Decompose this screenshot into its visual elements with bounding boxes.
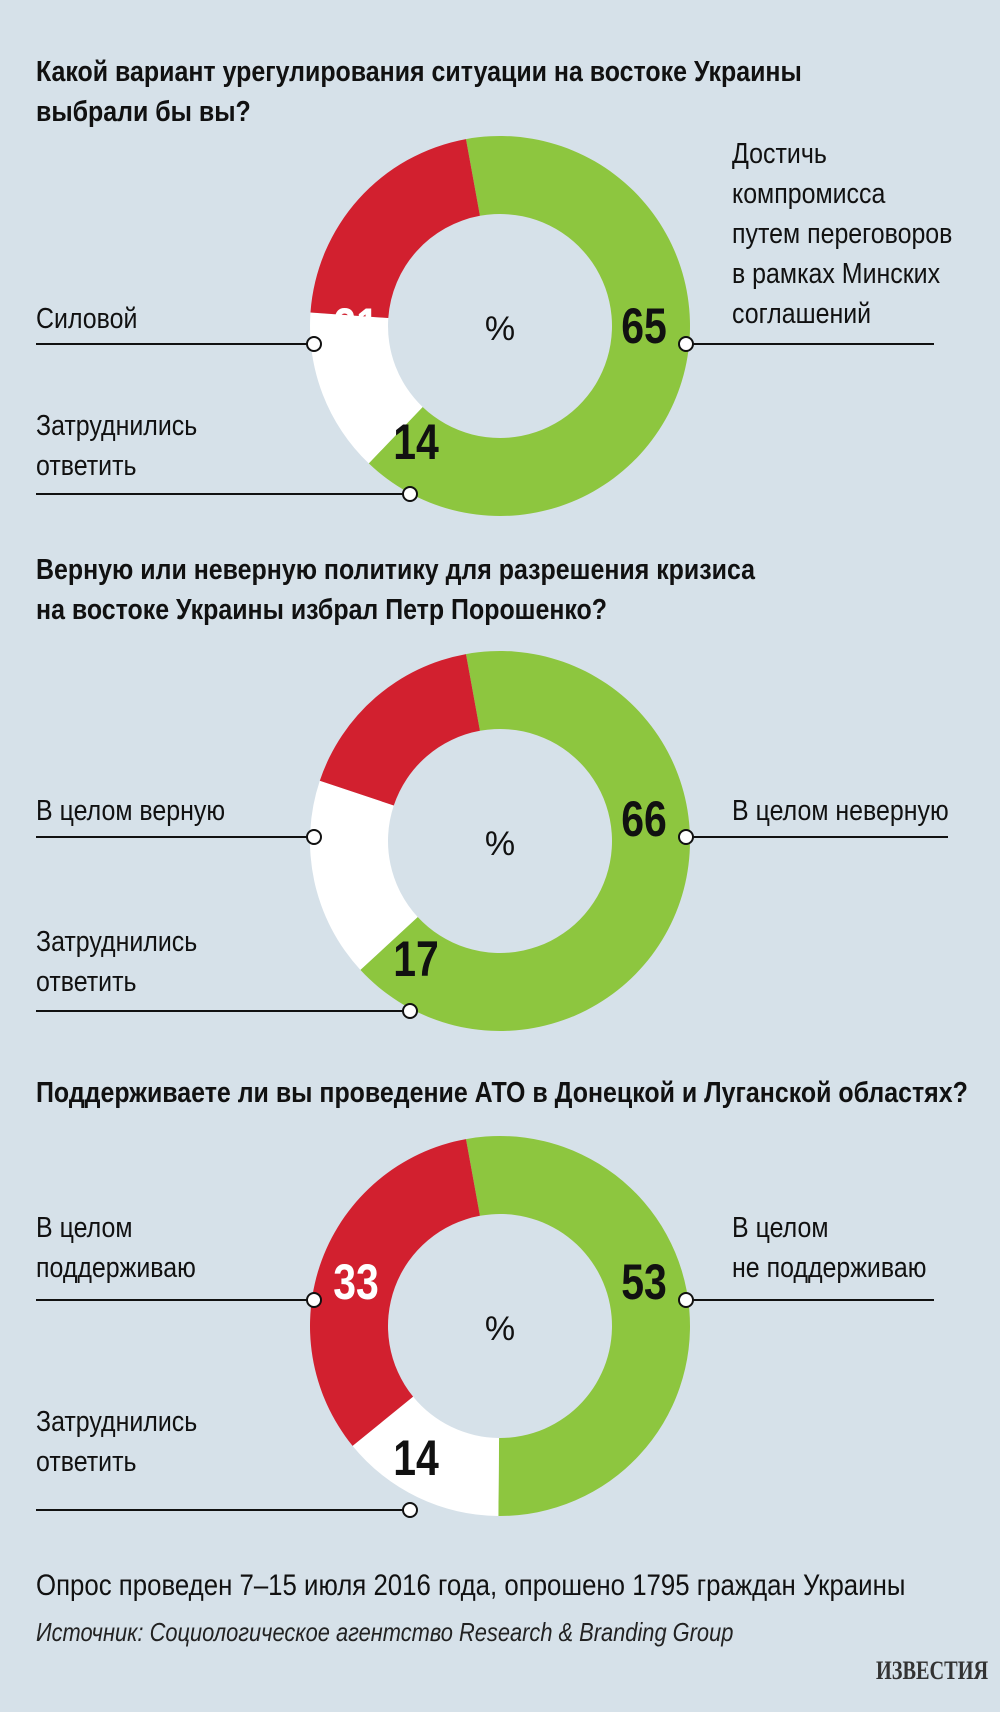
donut-slice-red <box>310 1139 480 1446</box>
leader-marker <box>306 336 322 352</box>
donut-slice-red <box>310 139 480 319</box>
q2-red-label-line: В целом верную <box>36 795 226 827</box>
question-1-title-line: Какой вариант урегулирования ситуации на… <box>36 56 802 88</box>
q1-green-label-line: в рамках Минских <box>732 258 941 290</box>
leader-marker <box>678 1292 694 1308</box>
question-2-title-line: Верную или неверную политику для разреше… <box>36 554 756 586</box>
source-note: Источник: Социологическое агентство Rese… <box>36 1617 734 1647</box>
red-value-label: 33 <box>333 1254 379 1310</box>
green-value-label: 53 <box>621 1254 667 1310</box>
green-value-label: 66 <box>621 791 667 847</box>
q2-white-label-line: Затруднились <box>36 926 198 958</box>
leader-marker <box>678 829 694 845</box>
q1-red-label: Силовой <box>36 299 137 339</box>
q1-white-label-line: ответить <box>36 450 137 482</box>
donut-slice-red <box>319 654 480 806</box>
q1-red-label-line: Силовой <box>36 303 138 335</box>
q1-green-label-line: компромисса <box>732 178 886 210</box>
q3-green-label-line: не поддерживаю <box>732 1252 927 1284</box>
q1-green-label: Достичь компромисса путем переговоров в … <box>732 134 952 334</box>
q1-green-label-line: Достичь <box>732 138 827 170</box>
izvestia-logo: ИЗВЕСТИЯ <box>876 1656 989 1685</box>
q1-green-label-line: путем переговоров <box>732 218 953 250</box>
q3-red-label-line: В целом <box>36 1212 133 1244</box>
q2-green-label-line: В целом неверную <box>732 795 949 827</box>
white-value-label: 17 <box>393 931 439 987</box>
question-1-title-line: выбрали бы вы? <box>36 96 251 128</box>
question-2-title-line: на востоке Украины избрал Петр Порошенко… <box>36 594 608 626</box>
q2-white-label: Затруднились ответить <box>36 922 197 1002</box>
leader-marker <box>402 1003 418 1019</box>
q2-red-label: В целом верную <box>36 791 225 831</box>
leader-marker <box>402 486 418 502</box>
q3-white-label: Затруднились ответить <box>36 1402 197 1482</box>
donut-slice-green <box>465 1136 690 1516</box>
survey-note: Опрос проведен 7–15 июля 2016 года, опро… <box>36 1569 906 1602</box>
q2-white-label-line: ответить <box>36 966 137 998</box>
center-percent-label: % <box>485 825 515 863</box>
q3-white-label-line: ответить <box>36 1446 137 1478</box>
question-3-title-line: Поддерживаете ли вы проведение АТО в Дон… <box>36 1077 968 1109</box>
white-value-label: 14 <box>393 414 439 470</box>
red-value-label: 17 <box>333 791 379 847</box>
donut-slice-white <box>310 312 423 464</box>
q3-green-label: В целом не поддерживаю <box>732 1208 926 1288</box>
leader-marker <box>306 829 322 845</box>
donut-slice-green <box>368 136 690 516</box>
donut-slice-green <box>360 651 690 1031</box>
q1-green-label-line: соглашений <box>732 298 872 330</box>
question-3-title: Поддерживаете ли вы проведение АТО в Дон… <box>36 1073 968 1113</box>
q2-green-label: В целом неверную <box>732 791 949 831</box>
green-value-label: 65 <box>621 298 667 354</box>
donut-slice-white <box>310 780 418 970</box>
question-1-title: Какой вариант урегулирования ситуации на… <box>36 52 836 132</box>
leader-marker <box>678 336 694 352</box>
center-percent-label: % <box>485 310 515 348</box>
q3-red-label: В целом поддерживаю <box>36 1208 196 1288</box>
center-percent-label: % <box>485 1310 515 1348</box>
donut-slice-white <box>352 1396 500 1516</box>
leader-marker <box>402 1502 418 1518</box>
question-2-title: Верную или неверную политику для разреше… <box>36 550 836 630</box>
leader-marker <box>306 1292 322 1308</box>
q3-white-label-line: Затруднились <box>36 1406 198 1438</box>
q1-white-label: Затруднились ответить <box>36 406 197 486</box>
q1-white-label-line: Затруднились <box>36 410 198 442</box>
white-value-label: 14 <box>393 1430 439 1486</box>
q3-red-label-line: поддерживаю <box>36 1252 196 1284</box>
q3-green-label-line: В целом <box>732 1212 829 1244</box>
red-value-label: 21 <box>333 298 379 354</box>
